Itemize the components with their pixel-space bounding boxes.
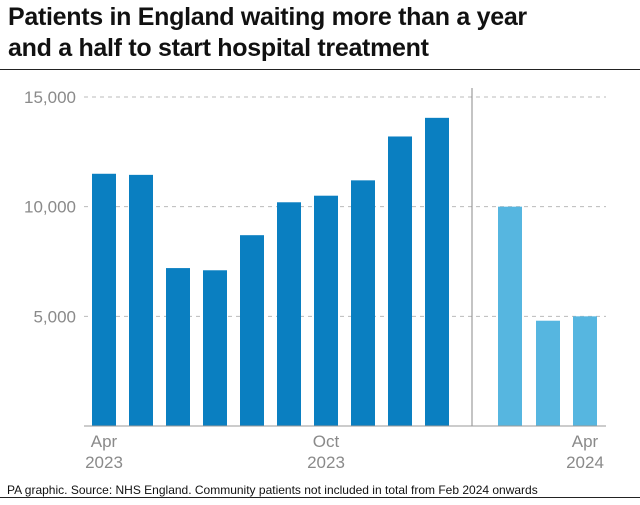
- x-tick-label: 2024: [566, 453, 604, 472]
- source-note: PA graphic. Source: NHS England. Communi…: [7, 483, 538, 497]
- bar: [129, 174, 153, 426]
- top-rule: [0, 69, 640, 70]
- bar: [314, 195, 338, 426]
- bottom-rule: [0, 497, 640, 498]
- bar: [498, 206, 522, 426]
- chart-title: Patients in England waiting more than a …: [8, 2, 632, 64]
- bar: [277, 202, 301, 426]
- bar: [92, 173, 116, 426]
- chart-title-line-2: and a half to start hospital treatment: [8, 34, 429, 62]
- bar: [573, 316, 597, 426]
- bar: [166, 268, 190, 426]
- bar: [203, 270, 227, 426]
- x-tick-label: 2023: [307, 453, 345, 472]
- bar: [536, 320, 560, 426]
- bar: [388, 136, 412, 427]
- y-tick-label: 5,000: [33, 307, 76, 326]
- x-tick-label: Oct: [313, 432, 340, 451]
- x-tick-label: Apr: [572, 432, 599, 451]
- chart-title-line-1: Patients in England waiting more than a …: [8, 3, 527, 31]
- bar: [425, 117, 449, 426]
- x-tick-label: Apr: [91, 432, 118, 451]
- y-tick-label: 10,000: [24, 198, 76, 217]
- bar: [240, 235, 264, 426]
- y-tick-label: 15,000: [24, 88, 76, 107]
- bar: [351, 180, 375, 426]
- x-tick-label: 2023: [85, 453, 123, 472]
